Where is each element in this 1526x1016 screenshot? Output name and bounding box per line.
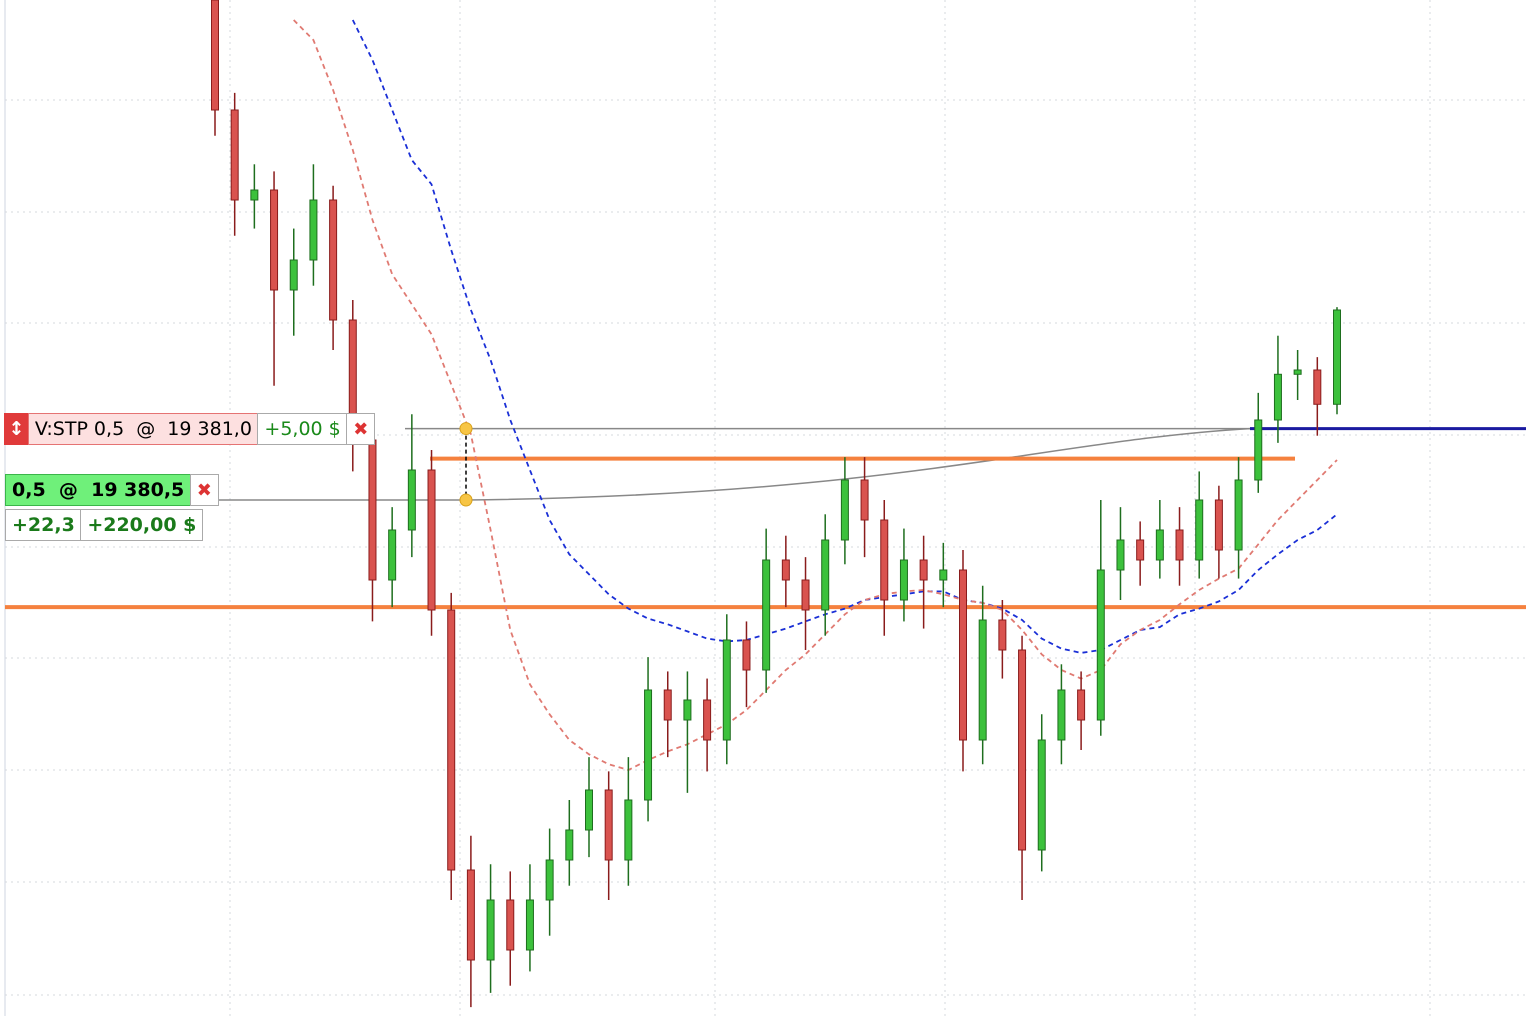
- candle-body: [742, 639, 751, 671]
- close-button[interactable]: ✖: [189, 474, 219, 506]
- candle-body: [368, 439, 377, 581]
- candle-body: [1096, 569, 1105, 721]
- candle-body: [1018, 649, 1027, 851]
- candle-body: [270, 189, 279, 291]
- candle-body: [447, 609, 456, 871]
- candle-body: [211, 0, 219, 111]
- moving-average: [351, 19, 1338, 654]
- candle-body: [1116, 539, 1125, 571]
- candle-body: [1273, 373, 1282, 421]
- position-pnl-row: +22,3 +220,00 $: [5, 509, 204, 541]
- plot: [211, 0, 1341, 1008]
- candle-body: [1057, 689, 1066, 741]
- position-pnl: +220,00 $: [80, 509, 204, 541]
- candle-body: [1037, 739, 1046, 851]
- candle-body: [1293, 369, 1302, 375]
- candle-body: [781, 559, 790, 581]
- candle-body: [821, 539, 830, 611]
- candle-body: [289, 259, 298, 291]
- candle-body: [1195, 499, 1204, 561]
- candle-body: [1313, 369, 1322, 405]
- candle-body: [1136, 539, 1145, 561]
- candle-body: [565, 829, 574, 861]
- candle-body: [1175, 529, 1184, 561]
- candle-body: [624, 799, 633, 861]
- order-handle: [459, 493, 473, 507]
- position-tag: 0,5 @ 19 380,5 ✖: [5, 474, 219, 506]
- candle-body: [250, 189, 259, 201]
- candle-body: [663, 689, 672, 721]
- candle-body: [762, 559, 771, 671]
- candle-body: [466, 869, 475, 961]
- candle-body: [801, 579, 810, 611]
- candle-body: [644, 689, 653, 801]
- candle-body: [1155, 529, 1164, 561]
- candle-body: [998, 619, 1007, 651]
- candle-body: [604, 789, 613, 861]
- cancel-button[interactable]: ✖: [346, 413, 376, 445]
- position-label: 0,5 @ 19 380,5: [5, 474, 192, 506]
- position-ticks: +22,3: [5, 509, 82, 541]
- trend-curve: [465, 427, 1251, 501]
- candle-body: [329, 199, 338, 321]
- candle-body: [919, 559, 928, 581]
- candle-body: [1333, 309, 1341, 405]
- candle-body: [427, 469, 436, 611]
- candle-body: [545, 859, 554, 901]
- drag-handle[interactable]: ↕: [3, 413, 30, 445]
- candle-body: [722, 639, 731, 741]
- candle-body: [486, 899, 495, 961]
- candle-body: [1234, 479, 1243, 551]
- candle-body: [230, 109, 239, 201]
- candle-body: [506, 899, 515, 951]
- candle-body: [978, 619, 987, 741]
- candle-body: [899, 559, 908, 601]
- candle-body: [703, 699, 712, 741]
- candle-body: [683, 699, 692, 721]
- candle-body: [309, 199, 318, 261]
- candle-body: [388, 529, 397, 581]
- candle-body: [1254, 419, 1263, 481]
- stop-order-tag[interactable]: ↕ V:STP 0,5 @ 19 381,0 +5,00 $ ✖: [3, 413, 376, 445]
- candle-body: [1214, 499, 1223, 551]
- candle-body: [860, 479, 869, 521]
- overlay: [459, 422, 473, 507]
- order-label: V:STP 0,5 @ 19 381,0: [27, 413, 259, 445]
- candle-body: [407, 469, 416, 531]
- order-pnl: +5,00 $: [257, 413, 348, 445]
- candle-body: [939, 569, 948, 581]
- order-handle: [459, 422, 473, 436]
- candle-body: [1077, 689, 1086, 721]
- candle-body: [959, 569, 967, 741]
- candle-body: [585, 789, 593, 831]
- candle-body: [525, 899, 534, 951]
- candle-body: [840, 479, 849, 541]
- candle-body: [880, 519, 889, 601]
